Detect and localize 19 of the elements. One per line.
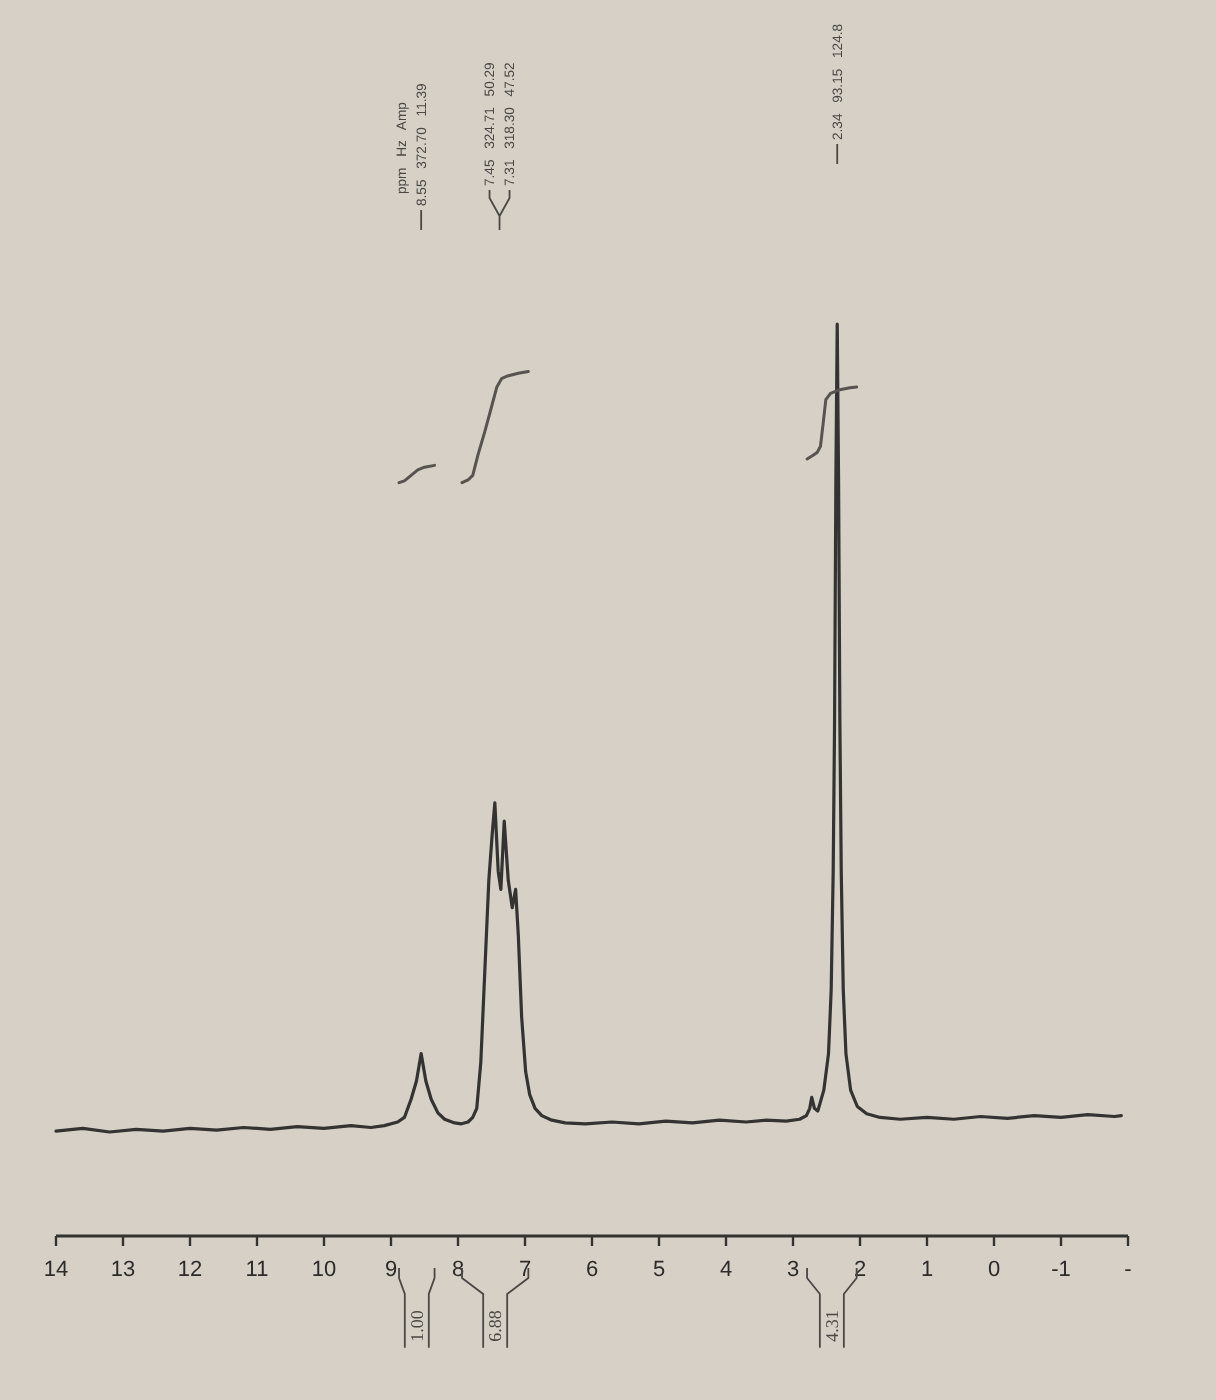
x-tick-label: 13	[110, 1258, 136, 1283]
x-tick-label: 12	[177, 1258, 203, 1283]
x-tick-label: 14	[43, 1258, 69, 1283]
x-tick-label: -	[1124, 1258, 1133, 1283]
x-tick-label: -1	[1051, 1258, 1071, 1283]
x-tick-label: 5	[652, 1258, 666, 1283]
text: 1.00	[406, 1309, 427, 1342]
x-tick-label: 10	[311, 1258, 337, 1283]
x-tick-label: 4	[719, 1258, 733, 1283]
x-tick-label: 3	[786, 1258, 800, 1283]
x-tick-label: 9	[384, 1258, 398, 1283]
text: 6.88	[485, 1309, 506, 1342]
x-tick-label: 11	[245, 1258, 269, 1283]
x-tick-label: 0	[987, 1258, 1001, 1283]
text: 4.31	[821, 1310, 842, 1342]
x-tick-label: 8	[451, 1258, 465, 1283]
x-tick-label: 7	[518, 1258, 532, 1283]
x-tick-label: 1	[920, 1258, 934, 1283]
x-tick-label: 6	[585, 1258, 599, 1283]
